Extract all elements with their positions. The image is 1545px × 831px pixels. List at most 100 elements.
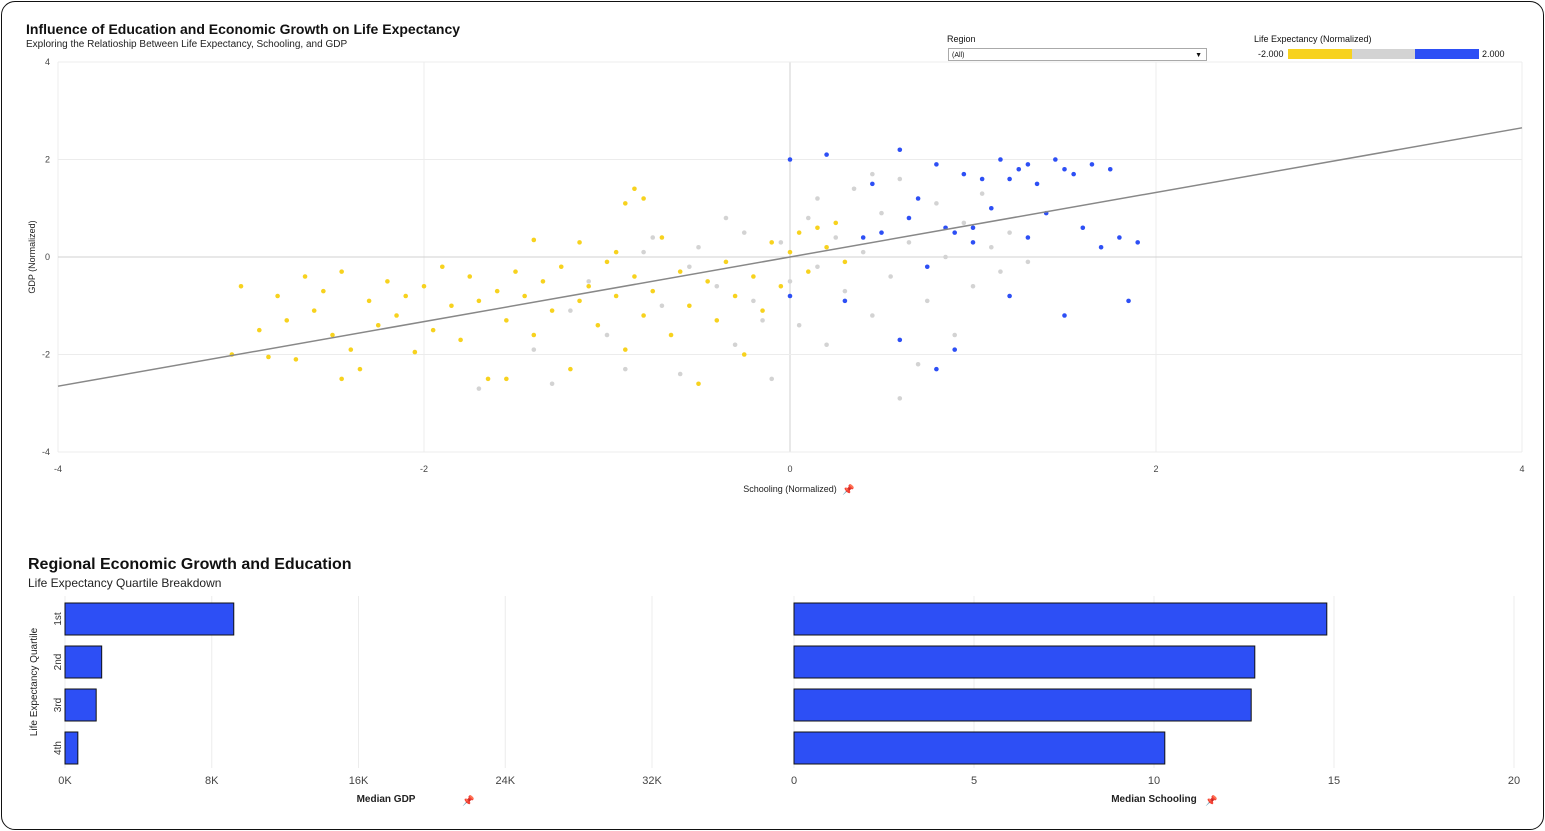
scatter-point — [751, 298, 756, 304]
scatter-point — [577, 240, 582, 245]
scatter-point — [989, 205, 994, 211]
quartile-label: 1st — [53, 612, 64, 626]
quartile-label: 2nd — [53, 654, 64, 671]
scatter-point — [879, 210, 884, 216]
scatter-point — [696, 381, 701, 387]
scatter-point — [467, 274, 473, 279]
scatter-point — [504, 376, 509, 382]
dashboard-subtitle: Exploring the Relatioship Between Life E… — [26, 39, 348, 50]
scatter-point — [494, 288, 500, 294]
dashboard-title: Influence of Education and Economic Grow… — [26, 21, 461, 37]
scatter-point — [998, 157, 1003, 162]
scatter-point — [787, 293, 793, 299]
scatter-point — [321, 288, 326, 294]
scatter-point — [458, 337, 463, 343]
scatter-point — [778, 283, 784, 289]
scatter-point — [815, 196, 820, 201]
scatter-point — [906, 215, 912, 221]
scatter-point — [430, 327, 436, 333]
scatter-point — [632, 274, 637, 279]
scatter-point — [412, 349, 418, 355]
scatter-point — [897, 176, 903, 182]
region-filter-value: (All) — [952, 52, 965, 59]
scatter-point — [302, 274, 308, 279]
scatter-point — [275, 293, 280, 299]
scatter-x-tick-label: -4 — [54, 464, 62, 474]
scatter-point — [998, 269, 1003, 274]
schooling-bar-bar — [793, 602, 1328, 636]
scatter-point — [1025, 162, 1031, 167]
scatter-point — [961, 171, 967, 177]
scatter-point — [915, 361, 921, 367]
chevron-down-icon[interactable]: ▼ — [1195, 52, 1202, 59]
scatter-point — [677, 371, 683, 377]
scatter-point — [705, 279, 710, 284]
scatter-point — [604, 332, 610, 338]
scatter-point — [879, 230, 884, 235]
schooling-bar-bar — [793, 645, 1256, 679]
scatter-point — [687, 264, 692, 270]
scatter-point — [842, 259, 848, 265]
scatter-point — [1089, 162, 1095, 167]
gdp-bar-tick-label: 32K — [642, 775, 662, 787]
scatter-point — [833, 220, 839, 226]
scatter-point — [787, 249, 793, 255]
scatter-point — [952, 230, 957, 235]
color-legend-mid — [1351, 49, 1416, 59]
scatter-point — [714, 283, 720, 289]
scatter-point — [870, 181, 875, 187]
scatter-point — [623, 201, 628, 206]
scatter-point — [796, 230, 802, 235]
scatter-point — [668, 332, 674, 338]
scatter-point — [238, 283, 244, 289]
scatter-point — [1025, 259, 1031, 265]
scatter-point — [577, 298, 582, 304]
scatter-point — [760, 308, 765, 313]
section2-title: Regional Economic Growth and Education — [28, 556, 352, 573]
scatter-point — [970, 283, 976, 289]
scatter-point — [979, 191, 985, 196]
scatter-point — [769, 240, 774, 245]
scatter-point — [924, 264, 930, 270]
scatter-point — [915, 196, 921, 201]
scatter-point — [623, 347, 628, 352]
gdp-bar-tick-label: 8K — [205, 775, 219, 787]
scatter-point — [806, 215, 811, 221]
gdp-bar-bar — [64, 645, 103, 679]
scatter-point — [824, 244, 829, 250]
scatter-point — [824, 152, 829, 157]
scatter-point — [751, 274, 756, 279]
scatter-point — [897, 396, 903, 401]
scatter-point — [568, 308, 573, 313]
scatter-point — [897, 337, 903, 343]
scatter-y-tick-label: 0 — [45, 252, 50, 262]
scatter-point — [659, 235, 665, 240]
scatter-x-axis-label: Schooling (Normalized) — [743, 484, 837, 494]
scatter-point — [1107, 166, 1113, 172]
scatter-point — [1080, 225, 1086, 231]
scatter-point — [906, 240, 912, 245]
scatter-point — [449, 303, 454, 309]
scatter-point — [924, 298, 930, 304]
scatter-point — [934, 162, 939, 167]
schooling-bar-tick-label: 10 — [1148, 775, 1160, 787]
region-filter-dropdown[interactable]: (All) ▼ — [948, 48, 1207, 61]
scatter-point — [769, 376, 774, 382]
scatter-point — [659, 303, 665, 309]
scatter-point — [339, 269, 344, 274]
schooling-bar-bar — [793, 688, 1252, 722]
scatter-point — [595, 322, 601, 328]
scatter-point — [641, 313, 646, 318]
scatter-point — [375, 322, 381, 328]
scatter-point — [934, 201, 939, 206]
scatter-point — [815, 264, 820, 270]
color-legend-bar[interactable] — [1288, 49, 1480, 59]
scatter-point — [586, 279, 591, 284]
scatter-point — [952, 332, 957, 338]
scatter-point — [531, 237, 537, 243]
scatter-point — [366, 298, 372, 304]
scatter-point — [650, 235, 656, 240]
scatter-point — [330, 332, 335, 338]
schooling-bar-axis-label: Median Schooling — [1111, 794, 1197, 805]
scatter-point — [796, 322, 802, 328]
